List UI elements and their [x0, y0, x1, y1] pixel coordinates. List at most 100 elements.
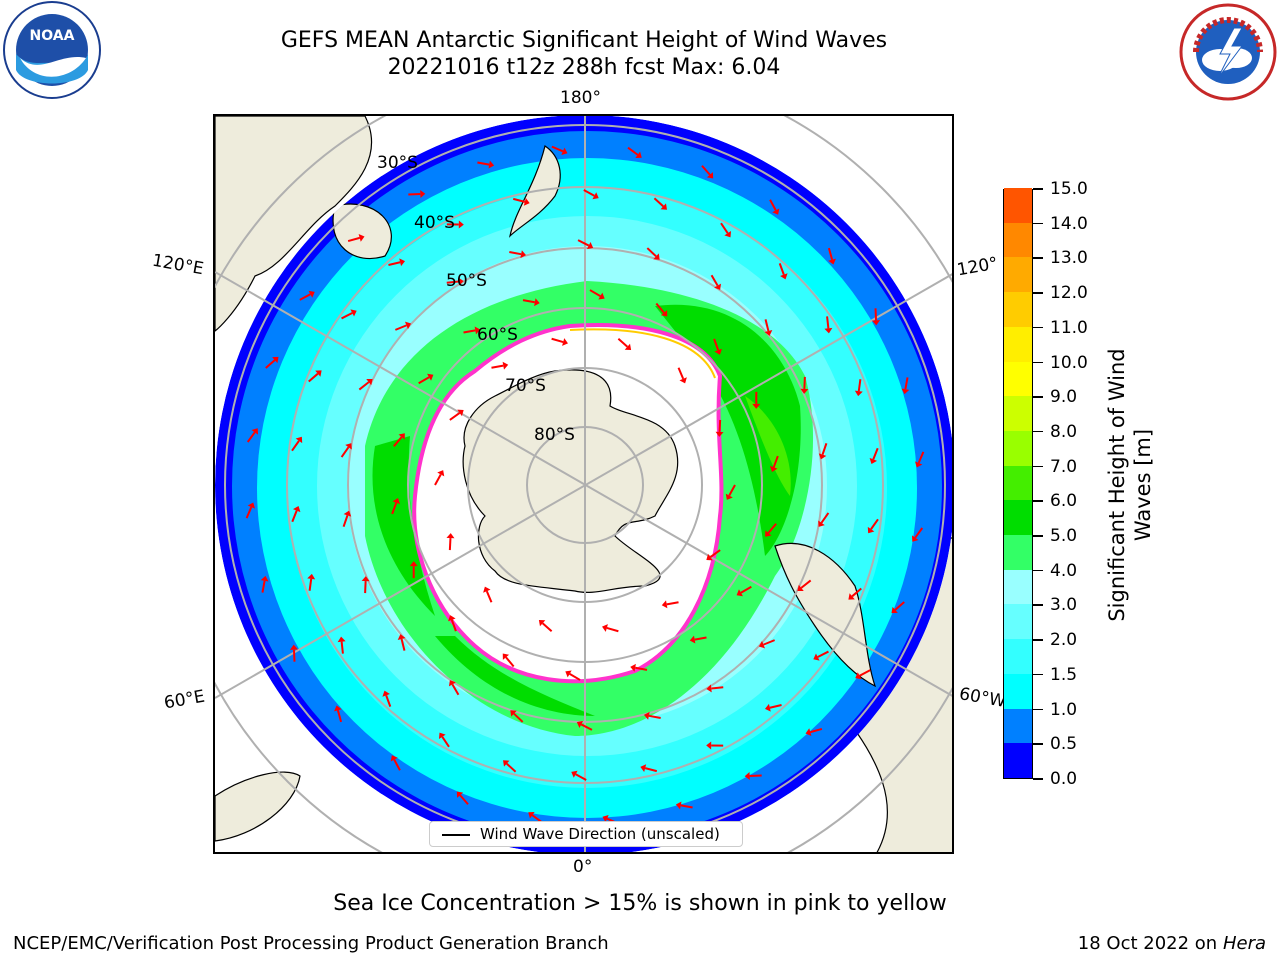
direction-arrow	[393, 436, 403, 447]
footer-date: 18 Oct 2022 on Hera	[1078, 933, 1266, 954]
direction-arrow-head	[571, 770, 578, 778]
direction-arrow	[434, 473, 442, 486]
direction-arrow-head	[764, 330, 773, 336]
direction-arrow	[388, 261, 401, 266]
direction-arrow	[394, 324, 407, 331]
direction-arrow	[583, 189, 595, 197]
colorbar-tick	[1033, 778, 1043, 780]
direction-arrow	[541, 622, 553, 632]
colorbar-segment	[1004, 222, 1032, 258]
direction-arrow-head	[660, 310, 668, 317]
colorbar-segment	[1004, 742, 1032, 778]
direction-arrow	[463, 329, 476, 334]
direction-arrow-head	[399, 258, 406, 267]
direction-arrow	[653, 197, 664, 208]
direction-arrow-head	[855, 672, 862, 680]
direction-arrow	[857, 379, 862, 392]
lon-label-180: 180°	[560, 88, 601, 108]
colorbar-segment	[1004, 465, 1032, 501]
direction-arrow-head	[758, 640, 766, 649]
direction-arrow	[914, 527, 924, 539]
colorbar-tick-label: 13.0	[1050, 248, 1088, 269]
direction-arrow	[713, 338, 720, 351]
colorbar-tick	[1033, 500, 1043, 502]
direction-arrow	[340, 446, 350, 458]
direction-arrow-head	[308, 290, 315, 298]
direction-arrow-head	[456, 791, 464, 798]
direction-arrow-head	[813, 653, 820, 661]
colorbar-tick-label: 5.0	[1050, 526, 1078, 547]
colorbar-tick-label: 15.0	[1050, 179, 1088, 199]
direction-arrow-head	[488, 160, 495, 169]
graticule	[215, 116, 952, 852]
colorbar-label-line2: Waves [m]	[1131, 428, 1155, 542]
legend-label: Wind Wave Direction (unscaled)	[480, 825, 720, 843]
direction-arrow-head	[869, 457, 878, 465]
direction-arrow	[740, 585, 752, 594]
direction-arrow-head	[872, 320, 881, 326]
direction-arrow-head	[458, 220, 464, 229]
direction-arrow-head	[592, 192, 599, 200]
direction-arrow	[393, 759, 401, 771]
lat-label-40s: 40°S	[414, 213, 455, 233]
direction-arrow-head	[805, 728, 812, 736]
direction-arrow-head	[448, 615, 456, 622]
colorbar-tick-label: 9.0	[1050, 387, 1078, 408]
colorbar-segment	[1004, 291, 1032, 327]
direction-arrow	[446, 280, 459, 284]
colorbar-tick-label: 4.0	[1050, 560, 1078, 581]
colorbar-tick-label: 8.0	[1050, 421, 1078, 442]
direction-arrow	[308, 578, 313, 591]
direction-arrow-head	[292, 505, 301, 513]
direction-arrow-head	[420, 189, 426, 198]
colorbar-tick-label: 7.0	[1050, 456, 1078, 477]
direction-arrow-head	[752, 403, 761, 409]
colorbar-label-line1: Significant Height of Wind	[1105, 348, 1129, 622]
direction-arrow	[728, 484, 736, 497]
direction-arrow	[648, 714, 661, 720]
direction-arrow	[391, 502, 398, 515]
direction-arrow-head	[769, 465, 778, 473]
direction-arrow-head	[510, 710, 517, 717]
colorbar-tick	[1033, 396, 1043, 398]
colorbar-segment	[1004, 430, 1032, 466]
svg-text:NOAA: NOAA	[30, 28, 75, 44]
direction-arrow	[509, 250, 522, 256]
direction-arrow-head	[797, 584, 804, 592]
map-canvas	[215, 116, 952, 852]
direction-arrow-head	[772, 208, 780, 215]
direction-arrow-head	[744, 772, 750, 781]
colorbar-tick	[1033, 465, 1043, 468]
direction-arrow-head	[660, 203, 667, 210]
direction-arrow-head	[272, 356, 279, 364]
colorbar-segment	[1004, 708, 1032, 744]
colorbar-tick	[1033, 569, 1043, 572]
direction-arrow-head	[457, 409, 464, 417]
direction-arrow-head	[446, 533, 455, 539]
direction-arrow	[904, 377, 909, 390]
colorbar-segment	[1004, 499, 1032, 536]
colorbar-tick	[1033, 188, 1043, 190]
direction-arrow	[580, 723, 593, 731]
direction-arrow-head	[643, 711, 650, 720]
direction-arrow	[646, 247, 657, 258]
direction-arrow-head	[780, 273, 788, 280]
direction-arrow-head	[260, 575, 269, 582]
lon-label-0: 0°	[573, 857, 593, 877]
colorbar-tick	[1033, 604, 1043, 606]
direction-arrow-head	[503, 760, 510, 767]
direction-arrow	[385, 695, 392, 707]
direction-arrow-head	[361, 576, 370, 582]
direction-arrow	[342, 515, 349, 528]
nws-logo	[1179, 3, 1277, 101]
direction-arrow	[767, 523, 777, 534]
direction-arrow-head	[765, 530, 772, 537]
direction-arrow	[347, 236, 360, 243]
direction-arrow-head	[474, 326, 481, 335]
direction-arrow	[764, 319, 770, 332]
direction-arrow	[448, 538, 452, 551]
direction-arrow-head	[502, 653, 510, 660]
direction-arrow-head	[867, 526, 875, 534]
direction-arrow-head	[602, 624, 608, 632]
direction-arrow	[800, 579, 812, 589]
